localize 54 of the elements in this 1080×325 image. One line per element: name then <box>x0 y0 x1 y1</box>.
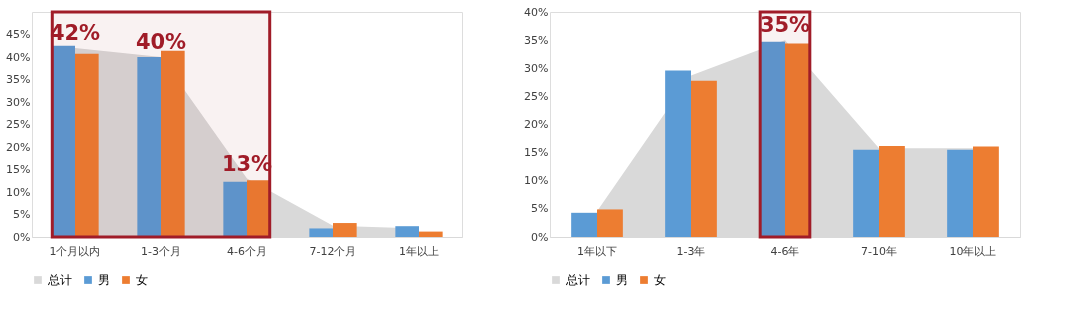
x-tick-label: 1年以上 <box>399 244 439 258</box>
bar <box>161 50 185 237</box>
bar <box>973 146 999 237</box>
bar <box>333 223 357 237</box>
data-label: 40% <box>135 30 187 54</box>
y-tick-label: 35% <box>524 33 549 47</box>
legend-label: 男 <box>616 273 628 287</box>
bar <box>75 53 99 237</box>
y-tick-label: 25% <box>6 118 31 131</box>
bar <box>309 228 333 237</box>
bar <box>247 180 271 237</box>
y-tick-label: 15% <box>6 163 31 176</box>
y-tick-label: 0% <box>531 230 549 244</box>
y-tick-label: 5% <box>531 202 549 216</box>
bar <box>137 57 161 237</box>
x-tick-label: 4-6个月 <box>227 244 267 258</box>
y-tick-label: 40% <box>524 5 549 19</box>
bar <box>223 181 247 237</box>
y-tick-label: 10% <box>524 174 549 188</box>
legend-label: 总计 <box>565 273 590 287</box>
legend-label: 男 <box>98 273 110 287</box>
legend-label: 女 <box>136 273 148 287</box>
y-tick-label: 20% <box>524 118 549 131</box>
bar <box>597 209 623 237</box>
y-tick-label: 30% <box>6 95 31 109</box>
bar <box>665 70 691 237</box>
y-tick-label: 20% <box>6 140 31 154</box>
y-tick-label: 25% <box>524 89 549 103</box>
y-tick-label: 30% <box>524 61 549 75</box>
x-tick-label: 1个月以内 <box>49 244 101 258</box>
bar <box>51 45 75 237</box>
y-tick-label: 15% <box>524 146 549 160</box>
x-tick-label: 1-3年 <box>676 244 706 258</box>
y-tick-label: 45% <box>6 28 31 41</box>
bar <box>395 226 419 237</box>
y-tick-label: 35% <box>6 73 31 86</box>
x-tick-label: 10年以上 <box>949 244 997 258</box>
y-tick-label: 40% <box>6 50 31 64</box>
bar <box>419 231 443 237</box>
bar <box>691 80 717 237</box>
bar <box>947 149 973 237</box>
x-tick-label: 1年以下 <box>577 244 617 258</box>
y-tick-label: 10% <box>6 185 31 199</box>
legend-label: 女 <box>654 273 666 287</box>
bar <box>853 149 879 237</box>
x-tick-label: 7-12个月 <box>309 244 357 258</box>
y-tick-label: 0% <box>13 230 31 244</box>
x-tick-label: 7-10年 <box>861 244 897 258</box>
x-tick-label: 1-3个月 <box>141 244 181 258</box>
y-tick-label: 5% <box>13 208 31 221</box>
x-tick-label: 4-6年 <box>770 244 800 258</box>
bar <box>571 212 597 237</box>
bar <box>879 145 905 237</box>
legend-label: 总计 <box>47 273 72 287</box>
